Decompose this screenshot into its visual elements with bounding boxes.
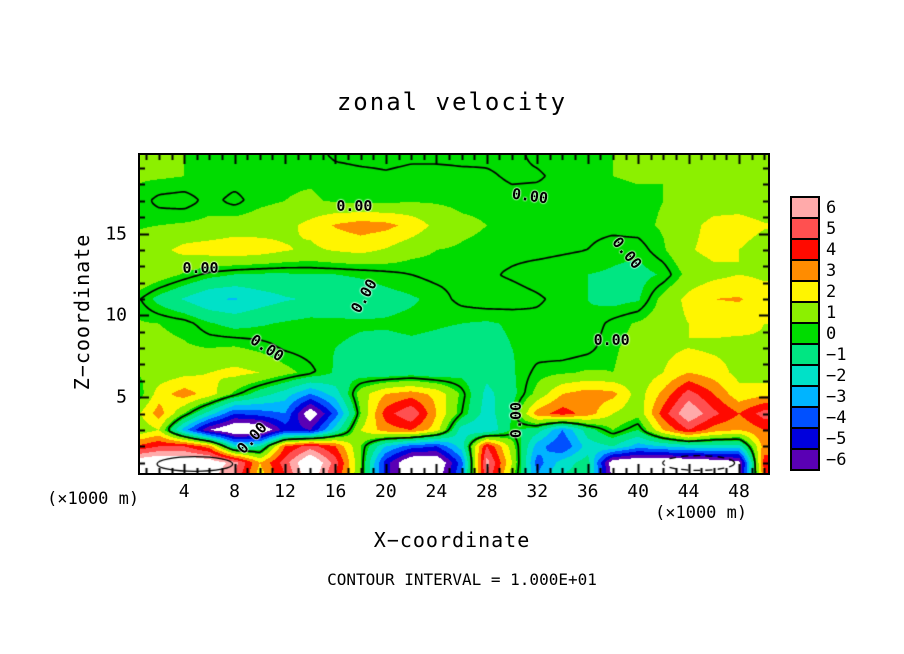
colorbar-tick-label: 6: [826, 197, 837, 218]
colorbar-tick-label: 3: [826, 260, 837, 281]
colorbar-tick-label: 1: [826, 302, 837, 323]
y-tick-label: 5: [116, 386, 127, 408]
y-tick-label: 15: [105, 223, 127, 245]
colorbar-cell: [792, 240, 818, 261]
x-tick-label: 36: [576, 481, 599, 502]
colorbar-tick-label: −3: [826, 386, 847, 407]
colorbar-tick-label: 2: [826, 281, 837, 302]
colorbar-cell: [792, 429, 818, 450]
heatmap-canvas: [140, 155, 768, 473]
colorbar-tick-label: 5: [826, 218, 837, 239]
x-tick-label: 40: [627, 481, 649, 502]
colorbar-cell: [792, 366, 818, 387]
colorbar-tick-label: 4: [826, 239, 837, 260]
colorbar-cell: [792, 282, 818, 303]
colorbar-tick-label: −4: [826, 407, 847, 428]
x-tick-label: 28: [475, 481, 498, 502]
x-tick-label: 12: [274, 481, 296, 502]
colorbar-cell: [792, 408, 818, 429]
contour-label: 0.00: [593, 330, 630, 349]
colorbar-cell: [792, 198, 818, 219]
contour-label: 0.00: [182, 258, 219, 277]
x-axis-title: X−coordinate: [373, 528, 531, 552]
plot-area: 0.00 0.00 0.00 0.00 0.00 0.00 0.00 0.00 0.00: [138, 153, 770, 475]
colorbar-cell: [792, 387, 818, 408]
colorbar-cell: [792, 219, 818, 240]
contour-label: 0.00: [506, 402, 525, 439]
contour-interval-note: CONTOUR INTERVAL = 1.000E+01: [327, 570, 597, 589]
x-tick-label: 32: [526, 481, 549, 502]
colorbar-cell: [792, 324, 818, 345]
colorbar-cell: [792, 345, 818, 366]
colorbar-cell: [792, 450, 818, 469]
colorbar-tick-label: 0: [826, 323, 837, 344]
unit-label-right: (×1000 m): [655, 503, 748, 523]
x-tick-label: 24: [425, 481, 448, 502]
colorbar-cell: [792, 261, 818, 282]
y-axis-title: Z−coordinate: [70, 233, 94, 391]
colorbar-tick-label: −6: [826, 449, 847, 470]
colorbar-tick-label: −2: [826, 365, 847, 386]
contour-label: 0.00: [336, 196, 373, 215]
unit-label-left: (×1000 m): [47, 489, 140, 509]
x-tick-label: 8: [229, 481, 240, 502]
colorbar: [790, 196, 820, 471]
x-tick-label: 44: [677, 481, 700, 502]
x-tick-label: 16: [324, 481, 347, 502]
x-tick-label: 20: [375, 481, 397, 502]
chart-title: zonal velocity: [336, 88, 568, 116]
colorbar-tick-label: −1: [826, 344, 847, 365]
x-tick-label: 4: [178, 481, 190, 502]
y-tick-label: 10: [105, 304, 127, 326]
colorbar-cell: [792, 303, 818, 324]
x-tick-label: 48: [728, 481, 750, 502]
colorbar-tick-label: −5: [826, 428, 847, 449]
